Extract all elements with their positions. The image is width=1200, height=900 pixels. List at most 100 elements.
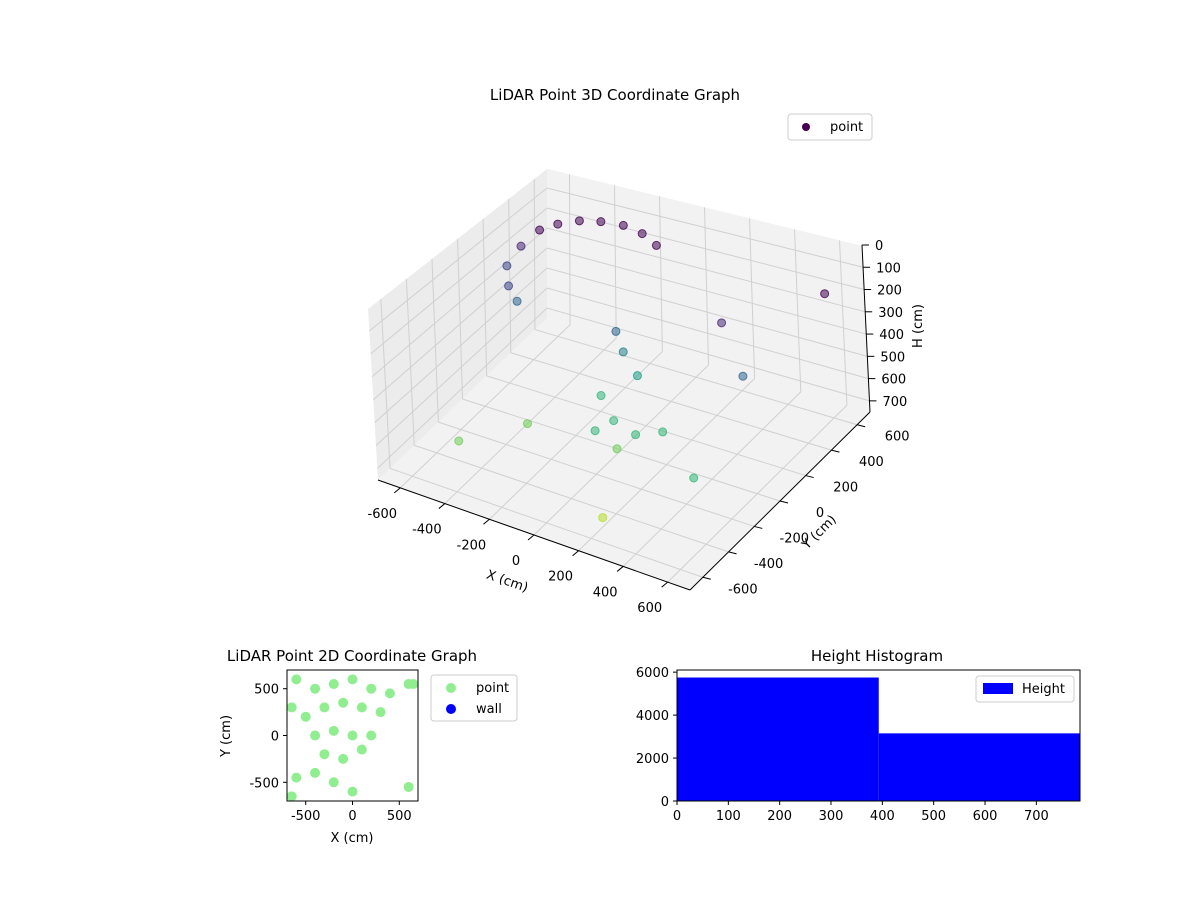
chart-2d-legend-point-marker xyxy=(446,683,456,693)
chart-2d-point xyxy=(319,749,330,760)
chart-2d-point xyxy=(287,791,297,801)
chart-3d-ytick-label: 0 xyxy=(816,506,824,521)
chart-3d-ytick-mark xyxy=(779,500,789,504)
chart-3d-back-gridline-x xyxy=(839,239,848,406)
chart-3d-point xyxy=(523,419,532,429)
chart-2d-legend: point wall xyxy=(430,674,518,722)
chart-histogram-legend-label: Height xyxy=(1022,682,1065,697)
chart-3d-ytick-label: 600 xyxy=(885,430,910,445)
chart-2d-ytick-label: 500 xyxy=(254,683,279,698)
chart-3d-ytick-mark xyxy=(857,424,866,428)
chart-2d-point xyxy=(291,674,302,685)
chart-3d-xlabel: X (cm) xyxy=(484,568,530,596)
chart-3d-floor-gridline-y xyxy=(486,375,806,477)
chart-2d-legend-wall-label: wall xyxy=(476,702,502,717)
chart-3d-gridline-z xyxy=(369,187,864,332)
chart-2d-point xyxy=(328,777,339,788)
chart-3d-xtick-mark xyxy=(483,518,490,525)
chart-3d-point xyxy=(611,326,621,336)
chart-2d-point xyxy=(347,786,358,797)
chart-histogram-xtick-label: 100 xyxy=(716,809,741,824)
chart-3d-point xyxy=(820,289,830,299)
chart-3d-z-axis xyxy=(861,244,871,413)
chart-3d-xtick-mark xyxy=(572,550,579,557)
chart-histogram: Height Histogram 0 100 200 300 400 500 600 7000… xyxy=(636,647,1081,824)
chart-3d-left-gridline-y xyxy=(508,197,512,353)
chart-3d-left-gridline-y xyxy=(533,177,536,330)
chart-2d-title: LiDAR Point 2D Coordinate Graph xyxy=(227,647,477,665)
chart-2d-point xyxy=(356,702,367,713)
chart-3d-point xyxy=(717,318,727,328)
chart-3d-xtick-label: 0 xyxy=(512,554,520,569)
chart-2d-point xyxy=(310,767,321,778)
chart-3d: LiDAR Point 3D Coordinate Graph -600 -400… xyxy=(368,86,926,616)
chart-3d-point xyxy=(454,436,464,446)
chart-2d-legend-wall-marker xyxy=(446,704,456,714)
chart-3d-point xyxy=(512,296,522,306)
chart-histogram-ticks: 0 100 200 300 400 500 600 700 0 2000 4000 6000 xyxy=(636,666,1049,824)
chart-3d-ytick-label: 200 xyxy=(833,481,858,496)
chart-histogram-ytick-label: 0 xyxy=(661,795,669,810)
chart-2d-xtick-label: 500 xyxy=(387,809,412,824)
chart-histogram-ytick-label: 2000 xyxy=(636,752,669,767)
chart-3d-ytick-label: -400 xyxy=(754,557,784,572)
chart-3d-ytick-label: 400 xyxy=(859,455,884,470)
chart-3d-ytick-label: -200 xyxy=(780,531,810,546)
chart-3d-gridline-z xyxy=(375,287,869,446)
chart-2d-point xyxy=(328,725,339,736)
chart-histogram-ytick-label: 6000 xyxy=(636,666,669,681)
chart-2d-xtick-label: 0 xyxy=(348,809,356,824)
chart-3d-xtick-mark xyxy=(661,581,669,588)
chart-3d-left-gridline-y xyxy=(380,297,391,469)
chart-3d-gridline-z xyxy=(373,247,867,401)
chart-3d-pane-edges xyxy=(367,167,863,309)
chart-histogram-xtick-label: 700 xyxy=(1024,809,1049,824)
chart-3d-point xyxy=(618,220,628,230)
chart-2d-xtick-label: -500 xyxy=(291,809,321,824)
chart-2d-point xyxy=(384,688,395,699)
chart-3d-point xyxy=(651,240,661,250)
chart-3d-xtick-mark xyxy=(393,487,401,494)
chart-3d-xtick-label: -600 xyxy=(368,507,398,522)
chart-3d-point xyxy=(632,371,642,381)
chart-2d-point xyxy=(338,697,349,708)
chart-3d-back-gridline-x xyxy=(659,195,663,352)
chart-histogram-xtick-label: 0 xyxy=(673,809,681,824)
chart-3d-ztick-label: 600 xyxy=(881,373,906,388)
chart-histogram-ytick-label: 4000 xyxy=(636,709,669,724)
chart-2d: LiDAR Point 2D Coordinate Graph -500 0 500… xyxy=(219,647,518,846)
chart-3d-ztick-label: 100 xyxy=(876,261,901,276)
chart-3d-back-gridline-x xyxy=(704,206,709,366)
chart-3d-title: LiDAR Point 3D Coordinate Graph xyxy=(490,86,740,104)
chart-3d-zlabel: H (cm) xyxy=(911,304,926,348)
chart-2d-point xyxy=(347,674,358,685)
chart-2d-point xyxy=(356,744,367,755)
chart-3d-ytick-label: -600 xyxy=(728,582,758,597)
chart-3d-point xyxy=(596,217,606,227)
chart-2d-point xyxy=(287,702,297,713)
chart-3d-point xyxy=(658,427,668,437)
chart-3d-points xyxy=(454,216,830,523)
chart-3d-floor-gridline-y xyxy=(438,421,755,527)
chart-3d-floor-gridline-y xyxy=(414,444,729,553)
chart-3d-gridline-z xyxy=(376,307,870,469)
chart-3d-ztick-label: 200 xyxy=(877,284,902,299)
chart-3d-point xyxy=(598,513,608,523)
chart-3d-ztick-label: 0 xyxy=(875,239,883,254)
chart-histogram-bars xyxy=(677,677,1080,801)
chart-2d-point xyxy=(403,781,414,792)
chart-3d-point xyxy=(502,261,512,271)
chart-3d-ztick-label: 700 xyxy=(882,395,907,410)
chart-3d-point xyxy=(574,216,584,226)
chart-histogram-legend-swatch xyxy=(983,683,1013,694)
chart-2d-point xyxy=(366,730,377,741)
chart-2d-legend-point-label: point xyxy=(476,681,509,696)
chart-histogram-xtick-label: 500 xyxy=(921,809,946,824)
chart-3d-back-gridline-x xyxy=(749,217,756,379)
chart-2d-ytick-label: 0 xyxy=(271,730,279,745)
chart-2d-point xyxy=(338,753,349,764)
chart-3d-floor-gridline-y xyxy=(389,467,704,578)
chart-3d-xtick-label: 600 xyxy=(637,601,662,616)
chart-3d-gridline-z xyxy=(371,227,866,378)
